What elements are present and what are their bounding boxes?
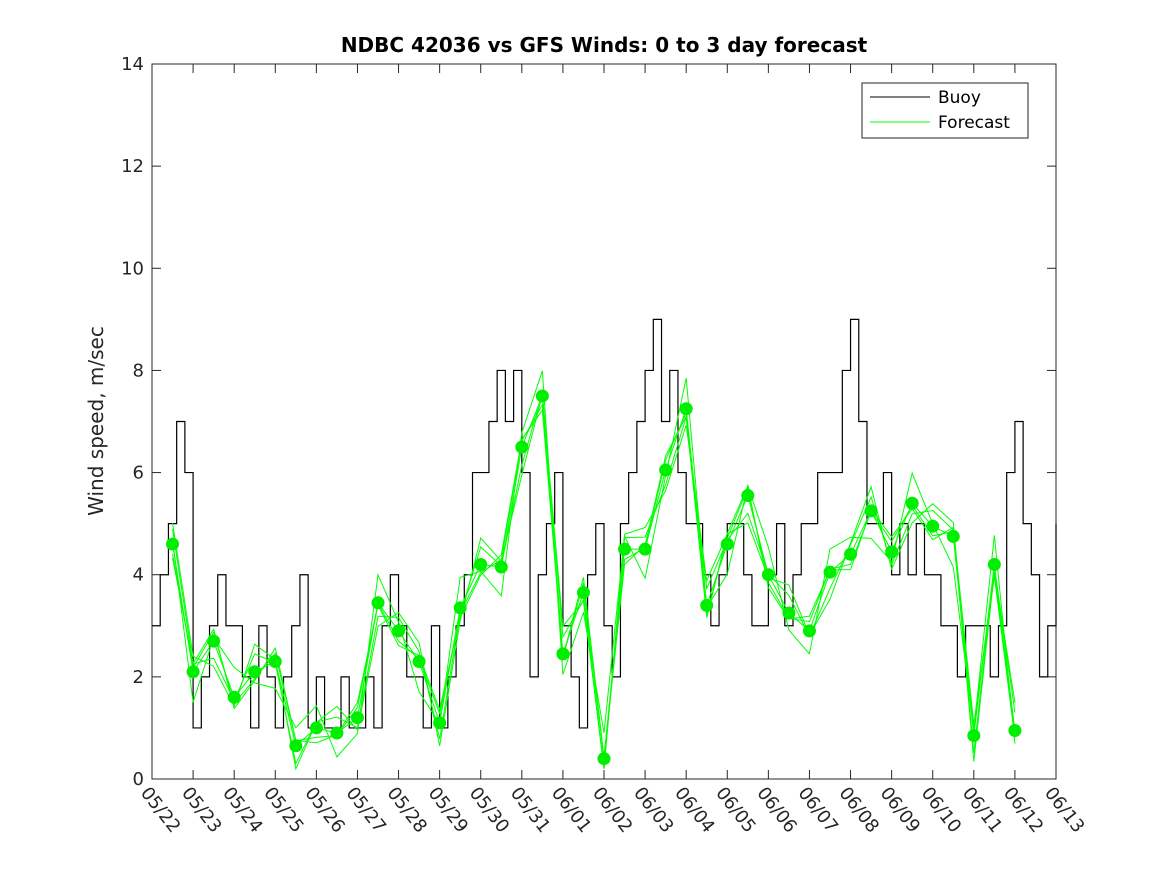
forecast-marker [638, 542, 652, 556]
y-tick-label: 4 [133, 565, 144, 586]
forecast-marker [1008, 723, 1022, 737]
legend-box [861, 82, 1029, 139]
y-tick-label: 12 [121, 156, 144, 177]
forecast-marker [618, 542, 632, 556]
forecast-marker [556, 647, 570, 661]
x-tick-label: 05/24 [218, 783, 266, 837]
x-tick-label: 05/29 [424, 783, 472, 837]
legend-label-buoy: Buoy [938, 88, 981, 108]
forecast-marker [412, 655, 426, 669]
forecast-marker [823, 565, 837, 579]
legend-label-forecast: Forecast [938, 113, 1010, 133]
forecast-marker [350, 711, 364, 725]
forecast-marker [597, 752, 611, 766]
forecast-marker [720, 537, 734, 551]
forecast-marker [844, 547, 858, 561]
y-tick-label: 2 [133, 667, 144, 688]
x-tick-label: 06/09 [876, 783, 924, 837]
forecast-marker [741, 489, 755, 503]
x-tick-label: 06/04 [670, 783, 718, 837]
forecast-marker [679, 402, 693, 416]
forecast-marker [535, 389, 549, 403]
x-tick-label: 05/26 [300, 783, 348, 837]
y-axis: 0 2 4 6 8 10 12 14 [121, 54, 1056, 790]
forecast-marker [885, 545, 899, 559]
forecast-marker [289, 739, 303, 753]
forecast-marker [494, 560, 508, 574]
forecast-marker [227, 690, 241, 704]
x-tick-label: 06/02 [588, 783, 636, 837]
forecast-marker [330, 726, 344, 740]
x-tick-label: 06/11 [958, 783, 1006, 837]
y-tick-label: 0 [133, 769, 144, 790]
forecast-marker [186, 665, 200, 679]
x-tick-label: 05/22 [136, 783, 184, 837]
forecast-marker [268, 655, 282, 669]
forecast-marker [309, 721, 323, 735]
x-tick-label: 05/23 [177, 783, 225, 837]
x-tick-label: 06/08 [835, 783, 883, 837]
forecast-marker [864, 504, 878, 518]
forecast-marker [166, 537, 180, 551]
forecast-marker [371, 596, 385, 610]
forecast-marker [248, 665, 262, 679]
forecast-marker [905, 496, 919, 510]
x-tick-label: 06/07 [794, 783, 842, 837]
forecast-markers [166, 389, 1022, 766]
forecast-marker [659, 463, 673, 477]
forecast-marker [802, 624, 816, 638]
y-tick-label: 6 [133, 463, 144, 484]
forecast-marker [967, 729, 981, 743]
forecast-marker [576, 586, 590, 600]
forecast-marker [515, 440, 529, 454]
y-tick-label: 10 [121, 258, 144, 279]
forecast-marker [926, 519, 940, 533]
x-tick-label: 06/12 [999, 783, 1047, 837]
x-tick-label: 06/01 [547, 783, 595, 837]
x-tick-label: 05/25 [259, 783, 307, 837]
forecast-marker [433, 716, 447, 730]
x-tick-label: 06/10 [917, 783, 965, 837]
forecast-marker [761, 568, 775, 582]
forecast-marker [474, 558, 488, 571]
forecast-marker [207, 634, 221, 648]
series-buoy [152, 318, 1057, 729]
forecast-marker [782, 606, 796, 620]
plot-area [151, 63, 1057, 780]
x-tick-label: 06/13 [1040, 783, 1088, 837]
x-tick-label: 05/28 [383, 783, 431, 837]
x-tick-label: 06/03 [629, 783, 677, 837]
y-tick-label: 8 [133, 360, 144, 381]
buoy-line [152, 318, 1057, 729]
forecast-marker [453, 601, 467, 615]
x-tick-label: 06/05 [711, 783, 759, 837]
x-tick-label: 05/30 [465, 783, 513, 837]
y-tick-label: 14 [121, 54, 144, 75]
forecast-marker [946, 529, 960, 543]
forecast-marker [392, 624, 406, 638]
chart-title: NDBC 42036 vs GFS Winds: 0 to 3 day fore… [341, 33, 868, 57]
x-tick-label: 05/31 [506, 783, 554, 837]
y-axis-label: Wind speed, m/sec [84, 326, 108, 516]
forecast-marker [987, 558, 1001, 571]
forecast-marker [700, 598, 714, 612]
x-tick-label: 06/06 [752, 783, 800, 837]
legend: Buoy Forecast [861, 82, 1029, 139]
x-tick-label: 05/27 [342, 783, 390, 837]
